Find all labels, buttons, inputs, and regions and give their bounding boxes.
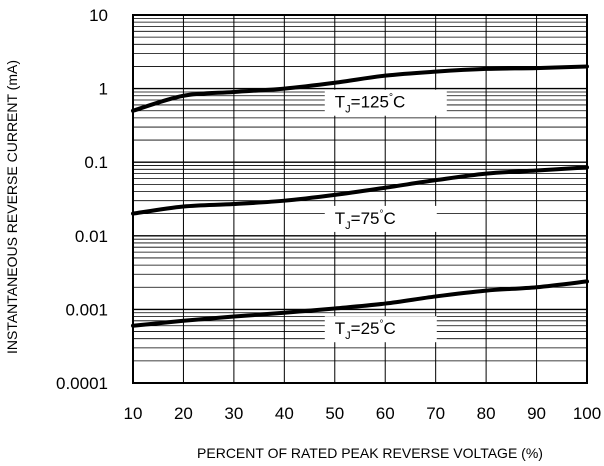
series-label-background [324, 205, 437, 232]
x-tick-label: 50 [325, 404, 344, 423]
y-tick-label: 0.01 [75, 227, 108, 246]
series-line-0 [131, 64, 589, 113]
series-label-background [324, 316, 437, 343]
x-tick-label: 20 [174, 404, 193, 423]
series-label-1: TJ=75°C [335, 209, 396, 232]
x-tick-label: 30 [224, 404, 243, 423]
y-tick-label: 1 [99, 80, 108, 99]
x-tick-label: 60 [376, 404, 395, 423]
x-tick-label: 80 [477, 404, 496, 423]
tick-labels: 10 20 30 40 50 60 70 80 90 100 0.0001 0.001 0.01 0.1 1… [56, 6, 601, 423]
series-label-0: TJ=125°C [335, 93, 405, 116]
series-label-background [324, 89, 447, 116]
y-tick-label: 0.001 [65, 300, 108, 319]
y-tick-label: 0.0001 [56, 374, 108, 393]
x-tick-label: 100 [573, 404, 601, 423]
y-axis-title: INSTANTANEOUS REVERSE CURRENT (mA) [4, 60, 20, 354]
y-tick-label: 0.1 [84, 153, 108, 172]
series-line-1 [131, 165, 589, 216]
x-axis-title: PERCENT OF RATED PEAK REVERSE VOLTAGE (%… [197, 445, 543, 461]
x-tick-label: 10 [124, 404, 143, 423]
x-tick-label: 70 [426, 404, 445, 423]
series-labels: TJ=125°C TJ=75°C TJ=25°C [324, 89, 447, 343]
x-tick-label: 90 [527, 404, 546, 423]
series-line-2 [131, 279, 589, 328]
series-label-2: TJ=25°C [335, 319, 396, 342]
y-tick-label: 10 [89, 6, 108, 25]
series-lines [131, 64, 589, 328]
plot-frame [132, 14, 588, 384]
x-tick-label: 40 [275, 404, 294, 423]
